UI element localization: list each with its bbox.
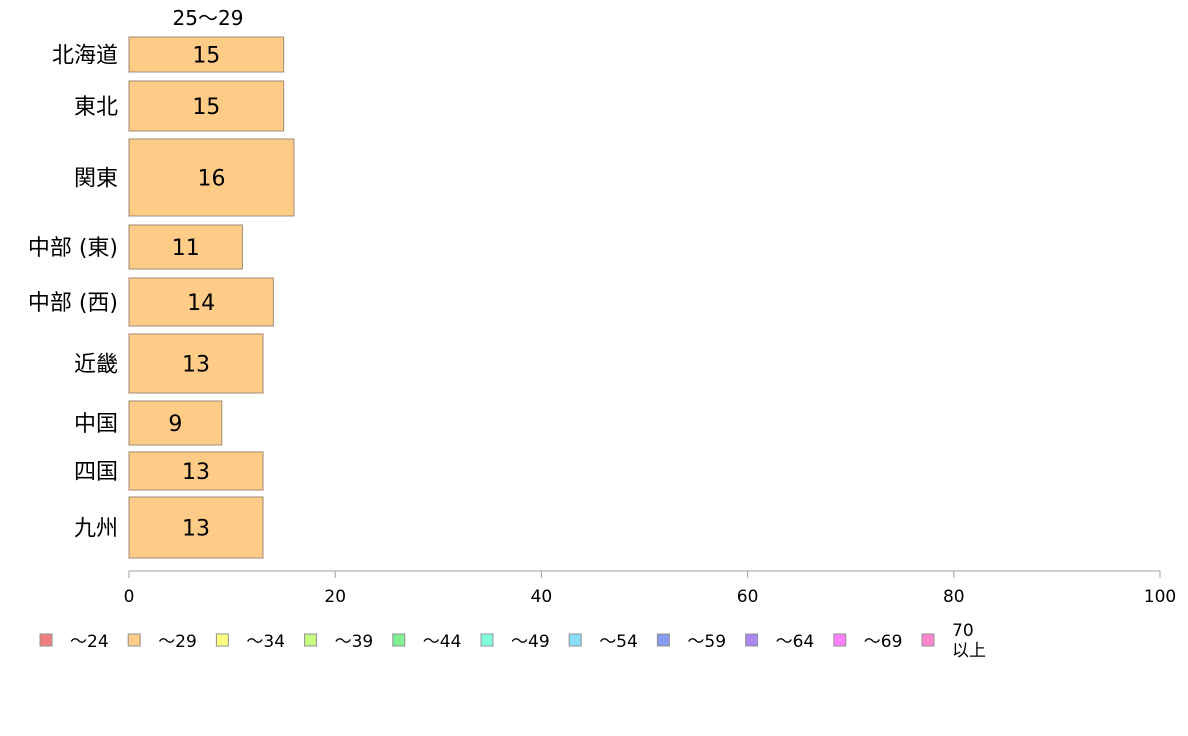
bars-group: 15 北海道 15 東北 16 関東 11 中部 (東) 14 中部 (西) 13 近畿 9 中国 13 四国… (28, 36, 295, 559)
category-label: 中部 (東) (28, 236, 118, 261)
legend-label: 〜39 (335, 632, 374, 652)
tick-label: 80 (943, 587, 965, 607)
legend-label: 〜34 (246, 632, 285, 652)
legend-swatch (745, 633, 759, 647)
tick-label: 40 (531, 587, 553, 607)
bar (128, 36, 285, 73)
tick-label: 20 (324, 587, 346, 607)
legend-label-line: 〜24 (70, 632, 109, 652)
legend-label: 70 以上 (952, 621, 986, 661)
legend-swatch (480, 633, 494, 647)
bar-value-label: 13 (182, 517, 210, 542)
legend-swatch (392, 633, 406, 647)
bar-value-label: 15 (192, 95, 220, 120)
bar (128, 138, 295, 217)
tick-label: 100 (1144, 587, 1176, 607)
x-axis: 0 20 40 60 80 100 (124, 570, 1176, 607)
legend-label-line: 〜64 (776, 632, 815, 652)
legend-label: 〜44 (423, 632, 462, 652)
bar (128, 80, 285, 132)
tick-label: 60 (737, 587, 759, 607)
legend-label: 〜59 (687, 632, 726, 652)
legend-swatch (39, 633, 53, 647)
bar-value-label: 13 (182, 460, 210, 485)
legend-label-line: 〜54 (599, 632, 638, 652)
bar-value-label: 13 (182, 353, 210, 378)
bar-value-label: 14 (187, 291, 215, 316)
legend-swatch (921, 633, 935, 647)
column-title: 25〜29 (173, 6, 244, 30)
legend-swatch (127, 633, 141, 647)
legend-swatch (656, 633, 670, 647)
legend-label-line: 〜59 (687, 632, 726, 652)
legend-label-line: 70 (952, 621, 974, 641)
category-label: 中国 (74, 412, 118, 437)
bar (128, 333, 264, 394)
legend-label-line: 〜29 (158, 632, 197, 652)
legend-label-line: 〜69 (864, 632, 903, 652)
legend-swatch (568, 633, 582, 647)
legend-label: 〜64 (776, 632, 815, 652)
legend-label-line: 〜44 (423, 632, 462, 652)
legend-swatch (833, 633, 847, 647)
legend-label-line: 以上 (952, 641, 986, 661)
legend-label: 〜29 (158, 632, 197, 652)
bar-value-label: 16 (197, 167, 225, 192)
category-label: 九州 (74, 517, 118, 542)
tick-label: 0 (124, 587, 135, 607)
legend-label: 〜49 (511, 632, 550, 652)
bar-value-label: 11 (172, 236, 200, 261)
bar-value-label: 15 (192, 44, 220, 69)
bar-value-label: 9 (168, 412, 182, 437)
legend-label: 〜54 (599, 632, 638, 652)
bar (128, 400, 223, 446)
legend-label-line: 〜39 (335, 632, 374, 652)
bar (128, 277, 274, 327)
category-label: 中部 (西) (28, 291, 118, 316)
legend-label-line: 〜34 (246, 632, 285, 652)
legend-swatch (304, 633, 318, 647)
category-label: 関東 (74, 167, 118, 192)
bar (128, 224, 243, 270)
legend: 〜24 〜29 〜34 〜39 〜44 〜49 〜54 〜59 〜64 〜69 70 以上 (39, 621, 986, 661)
legend-label: 〜69 (864, 632, 903, 652)
category-label: 四国 (74, 460, 118, 485)
legend-label-line: 〜49 (511, 632, 550, 652)
category-label: 東北 (74, 95, 118, 120)
bar (128, 451, 264, 491)
legend-swatch (215, 633, 229, 647)
category-label: 北海道 (52, 44, 118, 69)
legend-label: 〜24 (70, 632, 109, 652)
category-label: 近畿 (74, 353, 118, 378)
bar (128, 496, 264, 559)
